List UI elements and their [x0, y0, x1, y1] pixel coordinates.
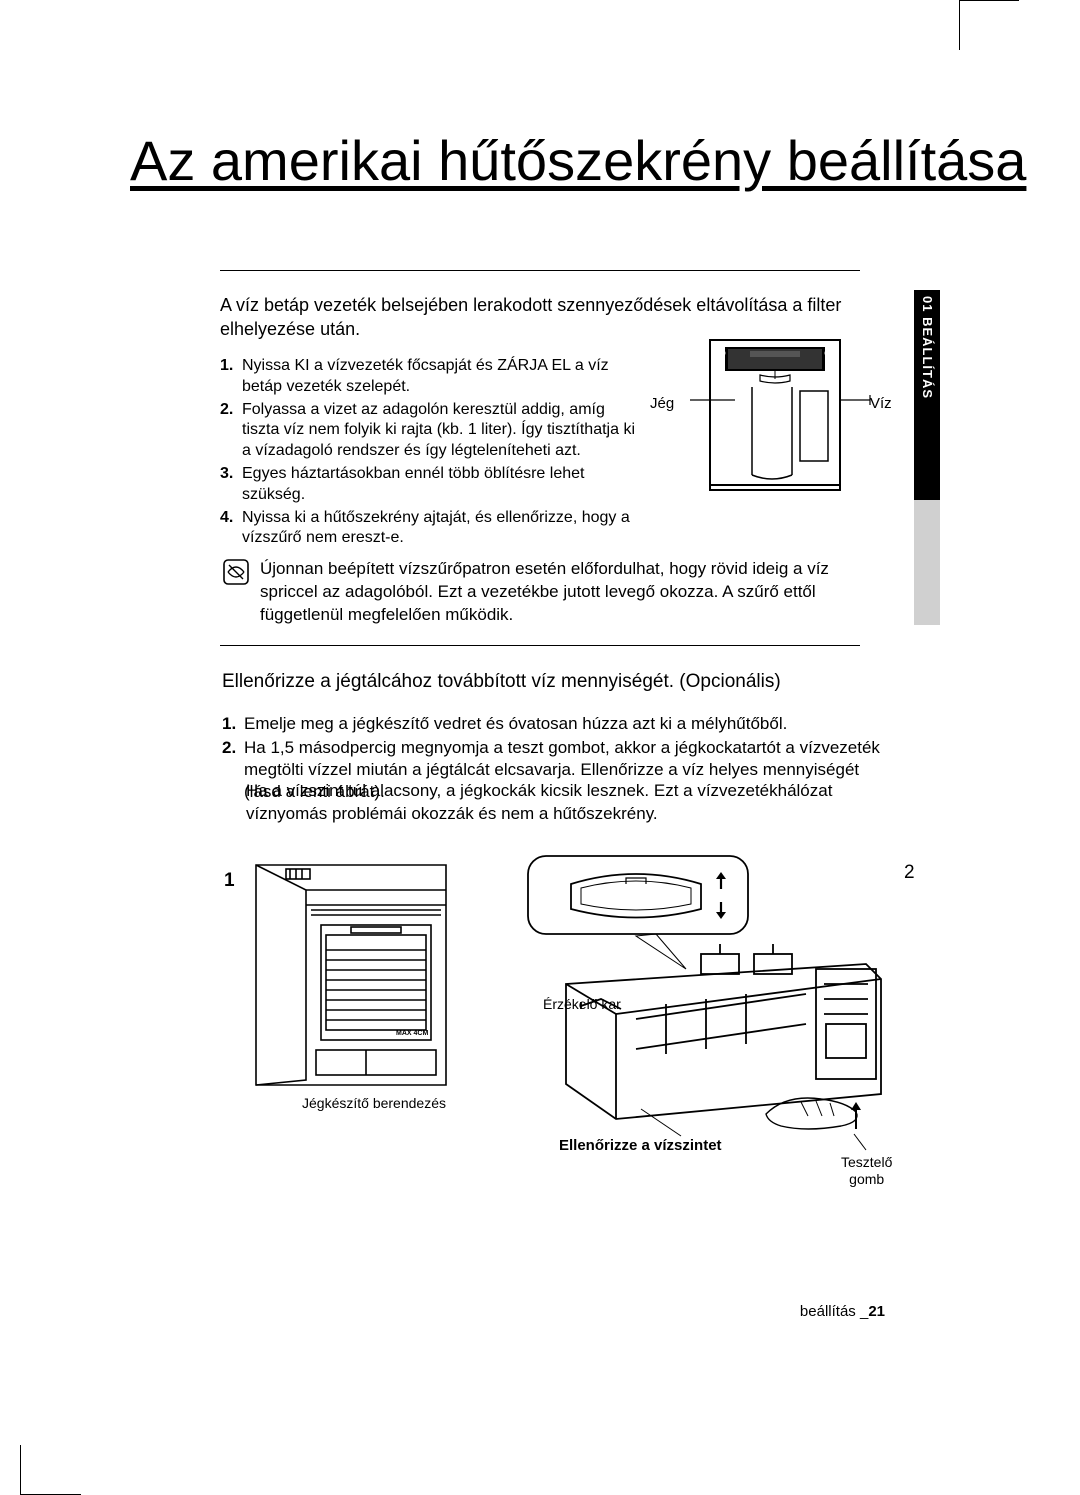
step-4: 4. Nyissa ki a hűtőszekrény ajtaját, és e… [220, 508, 640, 550]
step-2-text: Folyassa a vizet az adagolón keresztül a… [242, 401, 635, 460]
page-title: Az amerikai hűtőszekrény beállítása [130, 130, 1026, 193]
step-4-num: 4. [220, 508, 233, 529]
ice-step-1-text: Emelje meg a jégkészítő vedret és óvatos… [244, 714, 787, 733]
footer-page-number: 21 [868, 1303, 885, 1320]
note-low-water: Ha a vízszint túl alacsony, a jégkockák … [246, 780, 880, 826]
figure-1-caption: Jégkészítő berendezés [302, 1095, 446, 1111]
document-page: Az amerikai hűtőszekrény beállítása 01 B… [0, 0, 1080, 1495]
svg-text:MAX 4CM: MAX 4CM [396, 1030, 428, 1037]
ice-step-1: 1. Emelje meg a jégkészítő vedret és óvat… [222, 713, 880, 735]
step-3: 3. Egyes háztartásokban ennél több öblíté… [220, 464, 640, 506]
figure-ice-maker: MAX 4CM [246, 855, 506, 1130]
crop-mark-bottom-left [20, 1445, 80, 1495]
step-1: 1. Nyissa KI a vízvezeték főcsapját és ZÁ… [220, 356, 640, 398]
section2-heading: Ellenőrizze a jégtálcához továbbított ví… [222, 671, 781, 693]
step-2-num: 2. [220, 400, 233, 421]
crop-mark-top-right [860, 0, 960, 50]
ice-step-1-num: 1. [222, 713, 236, 735]
step-2: 2. Folyassa a vizet az adagolón keresztül… [220, 400, 640, 462]
figure-ice-tray [526, 854, 926, 1184]
step-3-text: Egyes háztartásokban ennél több öblítésr… [242, 465, 584, 503]
step-3-num: 3. [220, 464, 233, 485]
step-1-text: Nyissa KI a vízvezeték főcsapját és ZÁRJ… [242, 357, 609, 395]
step-4-text: Nyissa ki a hűtőszekrény ajtaját, és ell… [242, 509, 630, 547]
label-sensor-arm: Érzékelő kar [543, 996, 621, 1012]
label-test-button-line1: Tesztelő [841, 1154, 892, 1170]
step-1-num: 1. [220, 356, 233, 377]
divider-mid [220, 645, 860, 646]
side-tab-gray-block [914, 500, 940, 625]
side-tab-label: 01 BEÁLLÍTÁS [920, 296, 935, 399]
dispenser-ice-label: Jég [650, 395, 674, 412]
figure-1-number: 1 [224, 870, 235, 892]
footer-label: beállítás _ [800, 1303, 868, 1320]
filter-steps-list: 1. Nyissa KI a vízvezeték főcsapját és ZÁ… [220, 356, 640, 551]
section-side-tab: 01 BEÁLLÍTÁS [914, 290, 940, 500]
page-footer: beállítás _21 [800, 1303, 885, 1320]
divider-top [220, 270, 860, 271]
note-icon [222, 558, 250, 586]
label-test-button: Tesztelő gomb [841, 1154, 892, 1188]
label-check-water-level: Ellenőrizze a vízszintet [559, 1137, 722, 1154]
note-new-filter: Újonnan beépített vízszűrőpatron esetén … [260, 558, 850, 627]
dispenser-figure [690, 335, 890, 495]
ice-step-2-num: 2. [222, 737, 236, 759]
label-test-button-line2: gomb [849, 1171, 884, 1187]
